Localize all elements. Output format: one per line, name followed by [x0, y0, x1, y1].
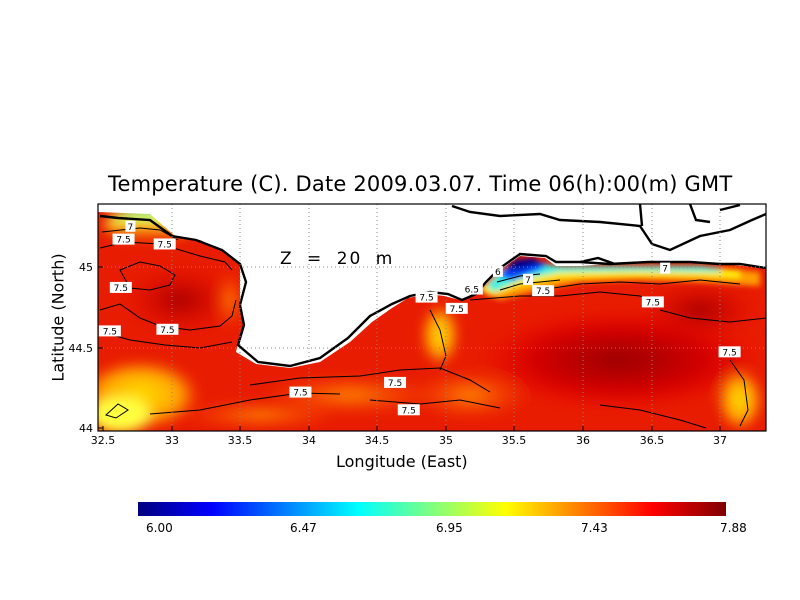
svg-text:7.5: 7.5 [536, 287, 550, 297]
xtick-label: 32.5 [91, 434, 116, 447]
contour-label: 7.5 [718, 346, 741, 358]
xtick-label: 34.5 [365, 434, 390, 447]
svg-text:7: 7 [662, 265, 668, 275]
y-axis-label: Latitude (North) [48, 253, 68, 382]
contour-label: 7.5 [289, 386, 312, 399]
svg-text:7.5: 7.5 [160, 326, 174, 336]
colorbar-tick: 7.43 [581, 521, 608, 535]
ytick-label: 44 [79, 422, 93, 435]
svg-text:7.5: 7.5 [293, 389, 307, 399]
contour-label: 7.5 [112, 233, 135, 246]
contour-label: 7.5 [641, 296, 664, 308]
contour-label: 7.5 [156, 323, 179, 336]
xtick-label: 33 [165, 434, 179, 447]
svg-text:7: 7 [128, 223, 134, 233]
xtick-label: 35.5 [502, 434, 527, 447]
contour-label: 7.5 [532, 285, 555, 297]
svg-text:6: 6 [495, 268, 501, 278]
svg-text:7: 7 [525, 276, 531, 286]
ytick-label: 44.5 [69, 342, 94, 355]
colorbar-tick: 6.00 [146, 521, 173, 535]
xtick-label: 35 [439, 434, 453, 447]
colorbar-tick: 6.95 [436, 521, 463, 535]
svg-text:7.5: 7.5 [103, 327, 117, 337]
contour-label: 6 [492, 265, 503, 278]
svg-text:7.5: 7.5 [722, 348, 736, 358]
svg-text:7.5: 7.5 [419, 294, 433, 304]
svg-text:7.5: 7.5 [402, 406, 416, 416]
contour-label: 7.5 [397, 404, 420, 416]
plot-frame [97, 203, 767, 432]
contour-label: 7.5 [153, 238, 176, 250]
colorbar-tick: 7.88 [720, 521, 747, 535]
xtick-label: 36.5 [640, 434, 665, 447]
colorbar [138, 502, 726, 516]
contour-label: 7.5 [98, 325, 121, 337]
chart-title: Temperature (C). Date 2009.03.07. Time 0… [108, 172, 733, 196]
ytick-label: 45 [79, 261, 93, 274]
contour-label: 7 [660, 262, 671, 275]
contour-label: 7.5 [445, 302, 468, 315]
svg-text:7.5: 7.5 [158, 240, 172, 250]
xtick-label: 33.5 [228, 434, 253, 447]
x-axis-label: Longitude (East) [336, 452, 468, 471]
svg-text:6.5: 6.5 [465, 286, 479, 296]
xtick-label: 37 [713, 434, 727, 447]
xtick-label: 36 [576, 434, 590, 447]
svg-text:7.5: 7.5 [646, 298, 660, 308]
contour-label: 7.5 [384, 376, 407, 389]
contour-label: 7 [523, 273, 534, 286]
tick-marks [98, 266, 721, 431]
xtick-label: 34 [302, 434, 316, 447]
svg-text:7.5: 7.5 [114, 284, 128, 294]
contour-lines [99, 227, 767, 429]
coastline [99, 203, 767, 368]
colorbar-tick: 6.47 [290, 521, 317, 535]
tick-labels: 32.5 33 33.5 34 34.5 35 35.5 36 36.5 37 … [69, 261, 728, 447]
svg-text:7.5: 7.5 [116, 236, 130, 246]
svg-text:7.5: 7.5 [450, 305, 464, 315]
depth-label: Z = 20 m [280, 249, 394, 269]
contour-label: 7.5 [109, 281, 132, 294]
svg-text:7.5: 7.5 [388, 379, 402, 389]
contour-label: 7 [125, 220, 136, 233]
contour-label: 6.5 [460, 283, 483, 296]
contour-label: 7.5 [415, 291, 438, 304]
